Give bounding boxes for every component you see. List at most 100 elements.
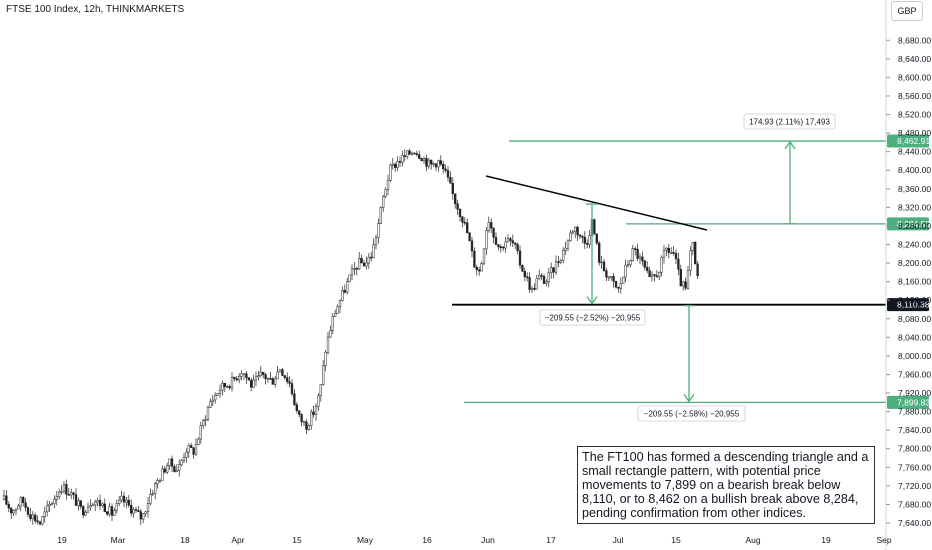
candle-body <box>199 425 202 440</box>
candle-body <box>650 274 654 278</box>
candle-body <box>538 275 541 279</box>
candle-body <box>89 505 92 508</box>
candle-body <box>144 511 147 515</box>
candle-body <box>53 498 56 504</box>
candle-body <box>394 163 397 168</box>
price-tag <box>887 298 929 312</box>
candle-body <box>283 375 286 378</box>
y-tick-label: 8,320.00 <box>898 202 931 212</box>
candle-body <box>300 414 303 423</box>
candle-body <box>398 161 402 163</box>
measure-box <box>637 405 746 422</box>
candle-body <box>389 164 392 181</box>
y-tick-label: 8,560.00 <box>898 91 931 101</box>
x-tick-label: 18 <box>180 535 190 545</box>
measure-label: 174.93 (2.11%) 17,493 <box>749 118 830 127</box>
candle-body <box>586 243 589 245</box>
candle-body <box>593 219 596 235</box>
candle-body <box>158 480 162 482</box>
candle-body <box>612 276 615 282</box>
candle-body <box>391 163 394 166</box>
price-tag <box>887 395 929 409</box>
candle-body <box>494 237 498 245</box>
candle-body <box>670 252 673 254</box>
price-tag-label: 8,462.91 <box>897 136 930 146</box>
candle-body <box>506 238 510 243</box>
candle-body <box>298 410 301 415</box>
candle-body <box>624 264 627 278</box>
x-tick-label: Sep <box>876 535 891 545</box>
candle-body <box>374 237 378 246</box>
candle-body <box>307 425 310 430</box>
candle-body <box>502 246 505 249</box>
candle-body <box>533 288 536 290</box>
y-tick-label: 7,800.00 <box>898 444 931 454</box>
candle-body <box>5 495 8 505</box>
candlestick-series <box>2 148 699 526</box>
candle-body <box>353 268 356 270</box>
candle-body <box>290 383 294 395</box>
candle-body <box>259 371 262 376</box>
candle-body <box>329 330 332 338</box>
descending-trendline[interactable] <box>485 175 708 231</box>
candle-body <box>442 163 445 170</box>
candle-body <box>559 260 562 263</box>
x-tick-label: Jun <box>481 535 495 545</box>
candle-body <box>677 258 680 270</box>
candle-body <box>173 466 176 472</box>
candle-body <box>314 406 318 415</box>
candle-body <box>449 177 452 184</box>
candle-body <box>257 375 260 378</box>
candle-body <box>530 288 534 290</box>
candle-body <box>271 378 274 385</box>
currency-button[interactable]: GBP <box>891 1 923 21</box>
y-tick-label: 8,080.00 <box>898 314 931 324</box>
candle-body <box>413 152 416 155</box>
price-tag-label: 7,899.83 <box>897 397 930 407</box>
candle-body <box>197 438 200 445</box>
y-tick-label: 7,880.00 <box>898 407 931 417</box>
candle-body <box>410 152 414 155</box>
price-tag-label: 8,110.38 <box>897 300 930 310</box>
candle-body <box>595 233 598 244</box>
candle-body <box>72 492 75 495</box>
candle-body <box>245 373 248 378</box>
candle-body <box>36 520 39 523</box>
candle-body <box>175 470 178 472</box>
x-tick-label: 16 <box>422 535 432 545</box>
candle-body <box>401 155 404 163</box>
candle-body <box>216 393 219 396</box>
y-tick-label: 7,960.00 <box>898 369 931 379</box>
candle-body <box>485 230 488 250</box>
candle-body <box>418 154 421 159</box>
candle-body <box>154 483 157 494</box>
candle-body <box>182 456 186 461</box>
candle-body <box>98 500 102 506</box>
candle-body <box>542 276 546 284</box>
candle-body <box>334 313 337 317</box>
y-tick-label: 8,120.00 <box>898 295 931 305</box>
candle-body <box>151 493 154 496</box>
candle-body <box>526 276 529 279</box>
candle-body <box>588 235 591 245</box>
candle-body <box>641 256 644 262</box>
candle-body <box>379 207 382 224</box>
candle-body <box>348 274 351 282</box>
candle-body <box>139 511 142 520</box>
candle-body <box>458 208 462 217</box>
candle-body <box>499 246 502 249</box>
candle-body <box>432 163 435 165</box>
candle-body <box>631 248 634 262</box>
candle-body <box>120 495 123 501</box>
candle-body <box>614 280 618 288</box>
candle-body <box>456 203 459 210</box>
candle-body <box>360 258 363 264</box>
candle-body <box>403 155 406 157</box>
candle-body <box>437 160 440 168</box>
candle-body <box>317 395 320 407</box>
candle-body <box>286 377 289 382</box>
y-tick-label: 8,520.00 <box>898 110 931 120</box>
pattern-height-arrow-head <box>586 296 598 305</box>
candle-body <box>70 492 73 496</box>
